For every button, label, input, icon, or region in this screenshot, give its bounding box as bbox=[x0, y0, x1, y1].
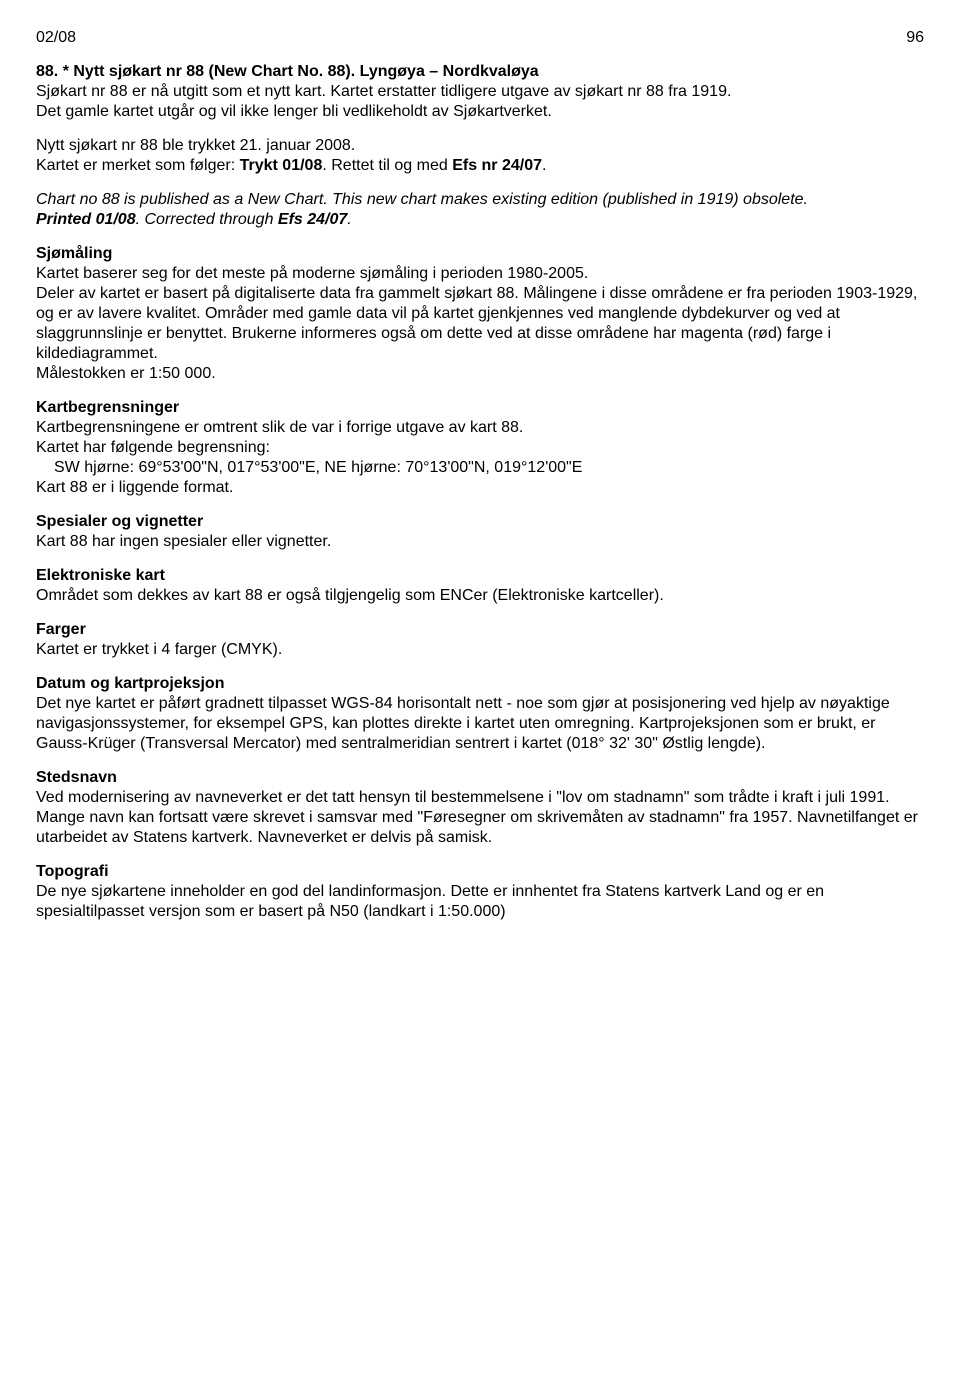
efs-en-bold: Efs 24/07 bbox=[278, 211, 347, 228]
intro-line-3b: Kartet er merket som følger: Trykt 01/08… bbox=[36, 156, 924, 176]
page-header: 02/08 96 bbox=[36, 28, 924, 48]
text: . Rettet til og med bbox=[322, 157, 452, 174]
sjomaling-p2: Deler av kartet er basert på digitaliser… bbox=[36, 284, 924, 364]
sjomaling-p1: Kartet baserer seg for det meste på mode… bbox=[36, 264, 924, 284]
text: . bbox=[542, 157, 546, 174]
stedsnavn-p1: Ved modernisering av navneverket er det … bbox=[36, 788, 924, 848]
text: . Corrected through bbox=[136, 211, 278, 228]
entry-title: 88. * Nytt sjøkart nr 88 (New Chart No. … bbox=[36, 62, 924, 82]
section-head-elektro: Elektroniske kart bbox=[36, 566, 924, 586]
section-head-farger: Farger bbox=[36, 620, 924, 640]
intro-line-3a: Nytt sjøkart nr 88 ble trykket 21. janua… bbox=[36, 136, 924, 156]
text: Kartet er merket som følger: bbox=[36, 157, 240, 174]
english-note-1: Chart no 88 is published as a New Chart.… bbox=[36, 190, 924, 210]
efs-bold: Efs nr 24/07 bbox=[452, 157, 542, 174]
intro-line-1: Sjøkart nr 88 er nå utgitt som et nytt k… bbox=[36, 82, 924, 102]
topografi-p1: De nye sjøkartene inneholder en god del … bbox=[36, 882, 924, 922]
kartbegr-coords: SW hjørne: 69°53'00"N, 017°53'00"E, NE h… bbox=[36, 458, 924, 478]
header-right: 96 bbox=[906, 28, 924, 48]
farger-p1: Kartet er trykket i 4 farger (CMYK). bbox=[36, 640, 924, 660]
text: . bbox=[347, 211, 351, 228]
section-head-topografi: Topografi bbox=[36, 862, 924, 882]
datum-p1: Det nye kartet er påført gradnett tilpas… bbox=[36, 694, 924, 754]
spesialer-p1: Kart 88 har ingen spesialer eller vignet… bbox=[36, 532, 924, 552]
printed-en-bold: Printed 01/08 bbox=[36, 211, 136, 228]
section-head-datum: Datum og kartprojeksjon bbox=[36, 674, 924, 694]
header-left: 02/08 bbox=[36, 28, 76, 48]
kartbegr-p2: Kartet har følgende begrensning: bbox=[36, 438, 924, 458]
kartbegr-p1: Kartbegrensningene er omtrent slik de va… bbox=[36, 418, 924, 438]
english-note-2: Printed 01/08. Corrected through Efs 24/… bbox=[36, 210, 924, 230]
sjomaling-p3: Målestokken er 1:50 000. bbox=[36, 364, 924, 384]
elektro-p1: Området som dekkes av kart 88 er også ti… bbox=[36, 586, 924, 606]
printed-bold: Trykt 01/08 bbox=[240, 157, 323, 174]
section-head-kartbegr: Kartbegrensninger bbox=[36, 398, 924, 418]
kartbegr-p4: Kart 88 er i liggende format. bbox=[36, 478, 924, 498]
intro-line-2: Det gamle kartet utgår og vil ikke lenge… bbox=[36, 102, 924, 122]
section-head-sjomaling: Sjømåling bbox=[36, 244, 924, 264]
section-head-stedsnavn: Stedsnavn bbox=[36, 768, 924, 788]
section-head-spesialer: Spesialer og vignetter bbox=[36, 512, 924, 532]
